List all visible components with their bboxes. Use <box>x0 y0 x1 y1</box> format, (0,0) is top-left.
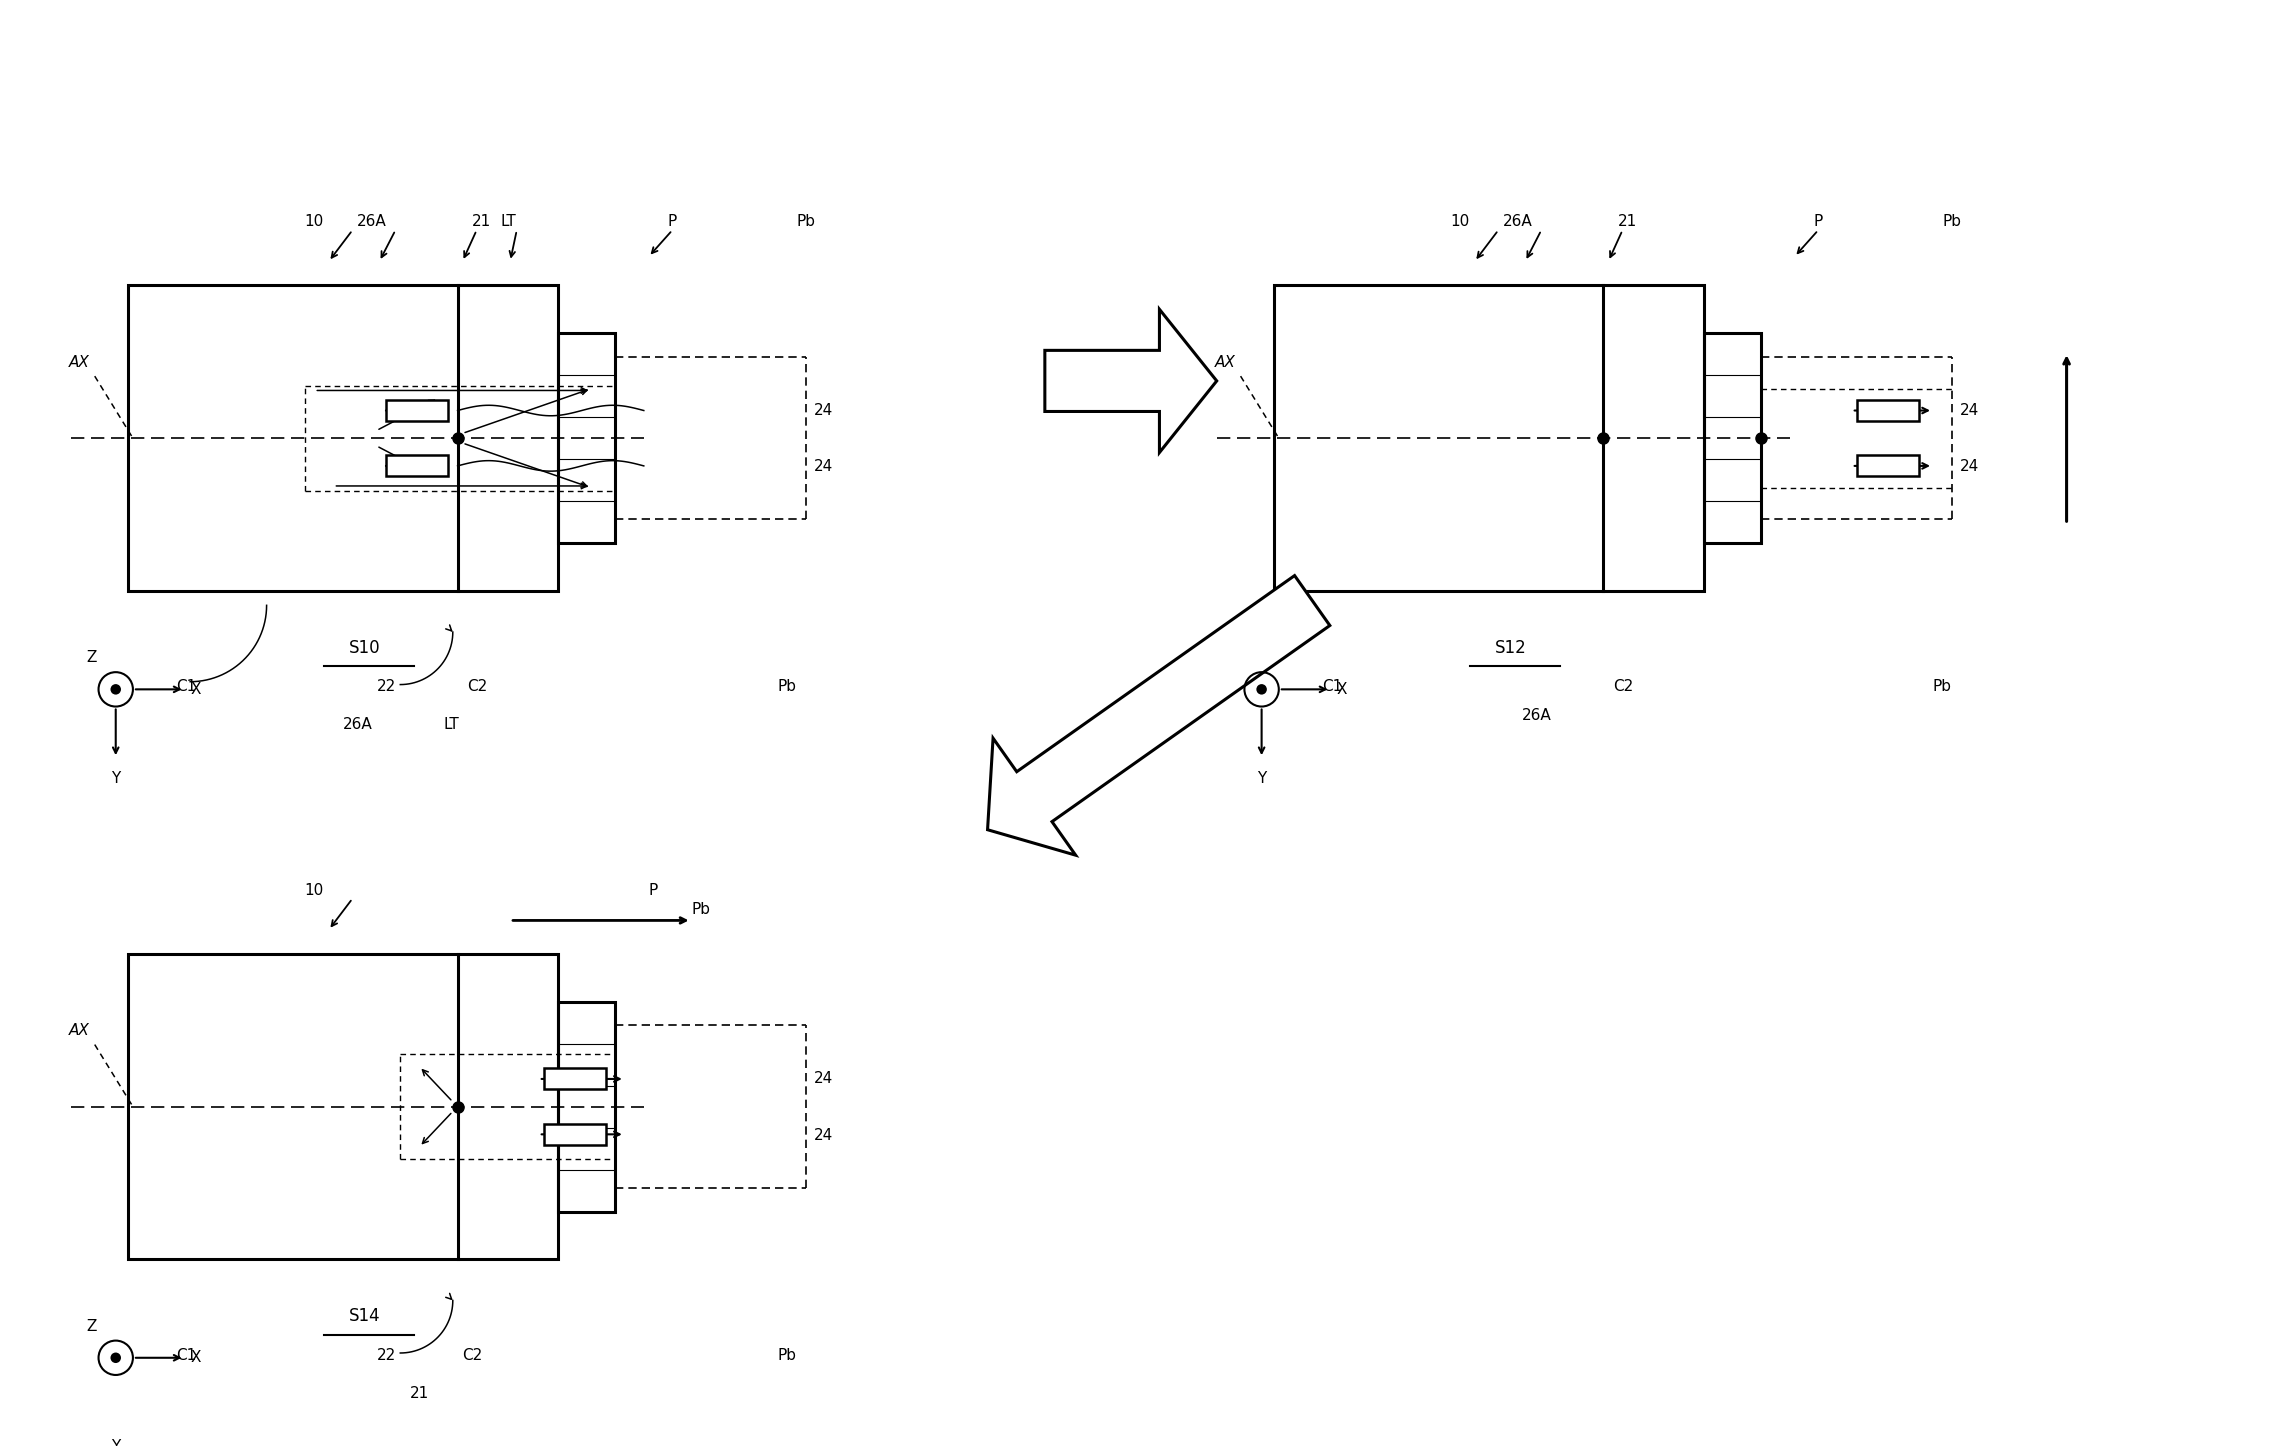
Polygon shape <box>987 576 1329 855</box>
Bar <box>558 1002 615 1212</box>
Text: C1: C1 <box>177 680 195 694</box>
Text: 21: 21 <box>411 1385 429 1401</box>
Text: Pb: Pb <box>691 902 711 917</box>
Text: 10: 10 <box>1450 214 1469 230</box>
Text: 24: 24 <box>815 460 833 474</box>
Text: Z: Z <box>1232 651 1244 665</box>
Bar <box>129 285 558 591</box>
Text: 10: 10 <box>305 214 324 230</box>
Text: S10: S10 <box>349 639 381 656</box>
Bar <box>558 333 615 544</box>
Text: C2: C2 <box>468 680 487 694</box>
Text: 24: 24 <box>815 1071 833 1086</box>
Text: AX: AX <box>69 354 90 370</box>
Text: Pb: Pb <box>1932 680 1953 694</box>
Circle shape <box>1255 684 1267 694</box>
Text: Y: Y <box>110 1439 119 1446</box>
Bar <box>544 1069 606 1089</box>
Text: C2: C2 <box>1613 680 1634 694</box>
Text: 24: 24 <box>815 1128 833 1142</box>
Text: 26A: 26A <box>1522 709 1551 723</box>
Text: 24: 24 <box>1960 403 1978 418</box>
Text: AX: AX <box>1214 354 1235 370</box>
Bar <box>1857 401 1919 421</box>
Text: X: X <box>190 1351 200 1365</box>
Text: S12: S12 <box>1494 639 1526 656</box>
Polygon shape <box>1044 309 1216 453</box>
Text: Pb: Pb <box>778 1348 796 1362</box>
Bar <box>544 1124 606 1145</box>
Text: 24: 24 <box>815 403 833 418</box>
Text: 24: 24 <box>1960 460 1978 474</box>
Circle shape <box>110 684 122 694</box>
Text: Pb: Pb <box>778 680 796 694</box>
Text: Z: Z <box>87 651 96 665</box>
Text: Y: Y <box>110 771 119 785</box>
Text: P: P <box>1813 214 1822 230</box>
Text: P: P <box>649 882 659 898</box>
Text: 21: 21 <box>1618 214 1636 230</box>
Text: Pb: Pb <box>1942 214 1962 230</box>
Text: C1: C1 <box>177 1348 195 1362</box>
Text: Y: Y <box>1258 771 1267 785</box>
Bar <box>386 455 448 476</box>
Text: P: P <box>668 214 677 230</box>
Text: 21: 21 <box>473 214 491 230</box>
Text: LT: LT <box>443 717 459 733</box>
Bar <box>1857 455 1919 476</box>
Text: 26A: 26A <box>342 717 372 733</box>
Text: X: X <box>190 683 200 697</box>
Bar <box>129 954 558 1259</box>
Text: Z: Z <box>87 1319 96 1333</box>
Text: AX: AX <box>69 1022 90 1038</box>
Bar <box>386 401 448 421</box>
Text: C1: C1 <box>1322 680 1343 694</box>
Text: LT: LT <box>500 214 516 230</box>
Bar <box>1703 333 1760 544</box>
Text: Pb: Pb <box>796 214 815 230</box>
Text: 26A: 26A <box>358 214 388 230</box>
Text: 22: 22 <box>376 680 395 694</box>
Text: X: X <box>1336 683 1347 697</box>
Text: C2: C2 <box>461 1348 482 1362</box>
Text: 22: 22 <box>376 1348 395 1362</box>
Bar <box>1274 285 1703 591</box>
Circle shape <box>110 1352 122 1364</box>
Text: S14: S14 <box>349 1307 381 1326</box>
Text: 10: 10 <box>305 882 324 898</box>
Text: 26A: 26A <box>1503 214 1533 230</box>
